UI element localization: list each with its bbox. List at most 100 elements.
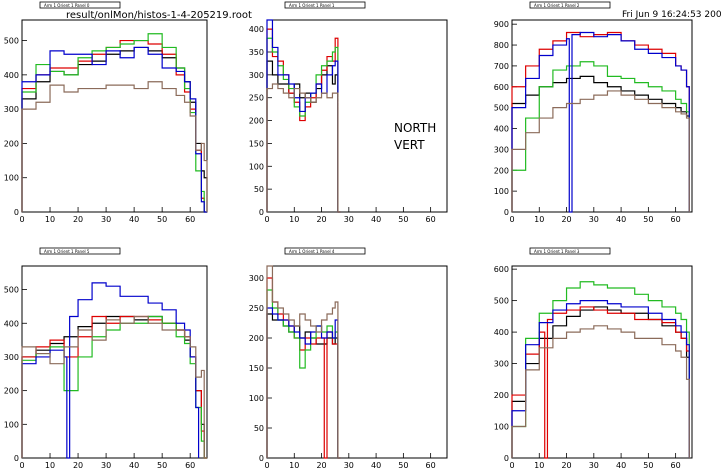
panel-title: Arm 1 Orient 1 Panel 4 <box>289 249 335 254</box>
panel-title-tab <box>39 247 121 255</box>
y-tick-label: 300 <box>249 274 264 283</box>
y-tick-label: 800 <box>494 41 509 50</box>
y-tick-label: 100 <box>4 420 19 429</box>
y-tick-label: 400 <box>249 25 264 34</box>
plot-frame <box>21 19 208 213</box>
x-tick-label: 0 <box>19 215 24 224</box>
series-brown <box>21 315 207 459</box>
series-blue <box>511 300 690 458</box>
y-tick-label: 150 <box>249 364 264 373</box>
series-black <box>511 75 690 212</box>
series-blue <box>21 282 200 459</box>
x-tick-label: 50 <box>643 215 653 224</box>
series-red <box>21 315 207 459</box>
series-green <box>511 281 690 458</box>
series-black <box>511 306 690 458</box>
x-tick-label: 60 <box>671 215 681 224</box>
x-tick-label: 50 <box>398 215 408 224</box>
y-tick-label: 350 <box>249 48 264 57</box>
y-tick-label: 900 <box>494 20 509 29</box>
y-tick-label: 100 <box>494 423 509 432</box>
plot-frame <box>511 265 693 459</box>
x-tick-label: 20 <box>561 215 571 224</box>
x-tick-label: 40 <box>616 461 626 469</box>
series-red <box>511 306 690 459</box>
series-black <box>21 315 207 459</box>
series-green <box>511 61 690 212</box>
x-tick-label: 50 <box>398 461 408 469</box>
x-tick-label: 0 <box>509 461 514 469</box>
x-tick-label: 40 <box>129 461 139 469</box>
x-tick-label: 60 <box>426 461 436 469</box>
x-tick-label: 60 <box>426 215 436 224</box>
series-black <box>266 60 341 213</box>
x-tick-label: 30 <box>589 215 599 224</box>
y-tick-label: 600 <box>494 83 509 92</box>
y-tick-label: 100 <box>494 187 509 196</box>
x-tick-label: 0 <box>264 461 269 469</box>
x-tick-label: 40 <box>129 215 139 224</box>
x-tick-label: 10 <box>534 215 544 224</box>
y-tick-label: 600 <box>494 265 509 274</box>
panel-title: Arm 1 Orient 1 Panel 5 <box>44 249 90 254</box>
x-tick-label: 40 <box>616 215 626 224</box>
y-tick-label: 250 <box>249 304 264 313</box>
y-tick-label: 50 <box>254 185 264 194</box>
y-tick-label: 300 <box>4 353 19 362</box>
y-tick-label: 0 <box>14 454 19 463</box>
y-tick-label: 100 <box>249 162 264 171</box>
x-tick-label: 60 <box>671 461 681 469</box>
y-tick-label: 200 <box>494 166 509 175</box>
series-blue <box>21 46 207 213</box>
x-tick-label: 10 <box>534 461 544 469</box>
panel-title-tab <box>284 247 366 255</box>
y-tick-label: 500 <box>494 297 509 306</box>
panel-title-tab <box>284 1 366 9</box>
series-red <box>511 31 690 212</box>
y-tick-label: 200 <box>4 139 19 148</box>
panel-title: Arm 1 Orient 1 Panel 1 <box>289 3 335 8</box>
y-tick-label: 400 <box>4 71 19 80</box>
y-tick-label: 300 <box>494 145 509 154</box>
y-tick-label: 0 <box>259 208 264 217</box>
x-tick-label: 10 <box>289 461 299 469</box>
x-tick-label: 0 <box>19 461 24 469</box>
x-tick-label: 20 <box>73 461 83 469</box>
y-tick-label: 700 <box>494 62 509 71</box>
y-tick-label: 100 <box>4 174 19 183</box>
x-tick-label: 0 <box>264 215 269 224</box>
panel-title: Arm 1 Orient 1 Panel 0 <box>44 3 90 8</box>
x-tick-label: 30 <box>344 461 354 469</box>
x-tick-label: 0 <box>509 215 514 224</box>
y-tick-label: 0 <box>504 454 509 463</box>
x-tick-label: 20 <box>561 461 571 469</box>
x-tick-label: 10 <box>289 215 299 224</box>
y-tick-label: 0 <box>259 454 264 463</box>
x-tick-label: 20 <box>316 461 326 469</box>
series-blue <box>511 31 690 213</box>
y-tick-label: 400 <box>494 328 509 337</box>
panel-title: Arm 1 Orient 1 Panel 3 <box>534 249 580 254</box>
x-tick-label: 30 <box>101 215 111 224</box>
y-tick-label: 200 <box>249 334 264 343</box>
north-label: NORTH <box>394 121 437 135</box>
timestamp: Fri Jun 9 16:24:53 2006 <box>622 10 721 20</box>
y-tick-label: 200 <box>249 117 264 126</box>
y-tick-label: 300 <box>249 71 264 80</box>
x-tick-label: 60 <box>185 461 195 469</box>
y-tick-label: 150 <box>249 139 264 148</box>
y-tick-label: 100 <box>249 394 264 403</box>
panel-title-tab <box>529 1 611 9</box>
x-tick-label: 10 <box>45 461 55 469</box>
series-brown <box>266 265 341 459</box>
panel-title-tab <box>39 1 121 9</box>
x-tick-label: 10 <box>45 215 55 224</box>
y-tick-label: 0 <box>14 208 19 217</box>
vert-label: VERT <box>394 138 425 152</box>
x-tick-label: 60 <box>185 215 195 224</box>
series-green <box>21 315 207 459</box>
y-tick-label: 500 <box>494 104 509 113</box>
series-blue <box>266 307 341 459</box>
y-tick-label: 300 <box>4 105 19 114</box>
